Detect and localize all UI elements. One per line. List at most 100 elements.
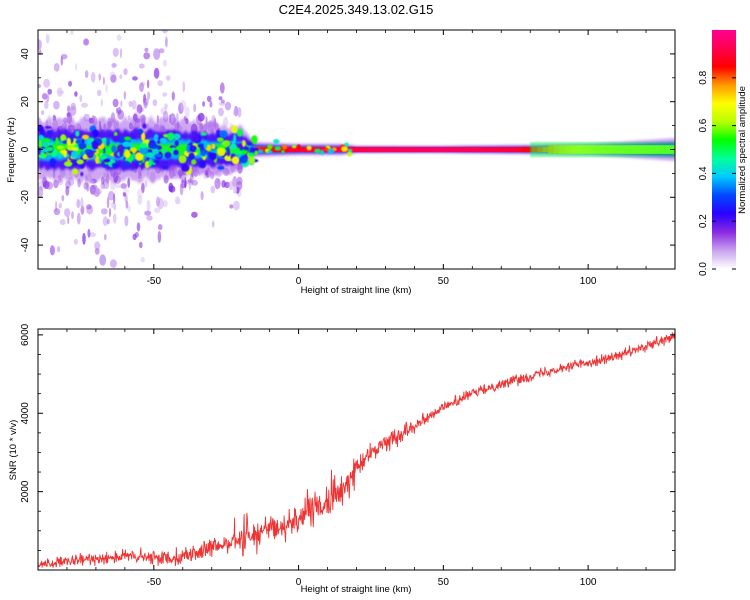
- spectrogram-noise-speck: [110, 74, 117, 83]
- spectrogram-noise-speck: [55, 200, 58, 212]
- spectrogram-carrier-segment: [310, 146, 317, 153]
- spectrogram-blob: [169, 145, 177, 149]
- spectrogram-noise-speck: [224, 101, 232, 111]
- spectrogram-x-axis-label: Height of straight line (km): [301, 285, 412, 296]
- y-tick-label: 20: [20, 96, 31, 108]
- spectrogram-blob: [112, 135, 120, 143]
- spectrogram-blob: [189, 145, 197, 153]
- spectrogram-noise-speck: [206, 95, 212, 103]
- spectrogram-blob: [347, 148, 353, 153]
- spectrogram-blob: [122, 141, 131, 148]
- colorbar-tick-label: 0.6: [698, 118, 709, 132]
- spectrogram-blob: [190, 135, 200, 143]
- y-tick-label: -20: [20, 190, 31, 205]
- spectrogram-carrier-segment: [437, 146, 444, 153]
- spectrogram-noise-speck: [47, 88, 52, 95]
- spectrogram-noise-speck: [113, 203, 117, 211]
- spectrogram-noise-speck: [202, 101, 206, 107]
- spectrogram-blob: [86, 139, 90, 147]
- spectrogram-blob: [63, 151, 67, 158]
- colorbar-tick-label: 0.8: [698, 70, 709, 84]
- spectrogram-noise-speck: [144, 210, 152, 216]
- spectrogram-noise-speck: [214, 178, 221, 190]
- colorbar-ticks: 0.0 0.2 0.4 0.6 0.8: [698, 70, 736, 276]
- spectrogram-carrier-segment: [482, 146, 489, 153]
- spectrogram-carrier-segment: [414, 146, 421, 153]
- spectrogram-noise-speck: [81, 102, 88, 108]
- spectrogram-carrier-segment: [368, 146, 375, 153]
- spectrogram-blob: [131, 135, 136, 140]
- spectrogram-blob: [153, 133, 159, 142]
- spectrogram-noise-speck: [153, 67, 160, 79]
- spectrogram-noise-speck: [87, 228, 91, 238]
- spectrogram-carrier-segment: [443, 146, 450, 153]
- spectrogram-noise-speck: [157, 80, 163, 87]
- spectrogram-blob-layer: [38, 123, 353, 177]
- spectrogram-blob: [123, 160, 131, 168]
- spectrogram-carrier-segment: [521, 146, 528, 153]
- spectrogram-noise-speck: [106, 196, 110, 209]
- spectrogram-noise-speck: [104, 233, 107, 241]
- spectrogram-blob: [42, 138, 51, 143]
- spectrogram-noise-speck: [136, 222, 141, 232]
- spectrogram-blob: [98, 155, 107, 159]
- spectrogram-noise-speck: [74, 91, 78, 97]
- spectrogram-noise-speck: [53, 179, 59, 189]
- spectrogram-noise-speck: [218, 96, 223, 101]
- spectrogram-noise-speck: [205, 116, 208, 125]
- spectrogram-noise-speck: [74, 63, 78, 71]
- spectrogram-blob: [281, 149, 285, 154]
- spectrogram-blob: [162, 166, 168, 169]
- spectrogram-blob: [139, 146, 149, 155]
- spectrogram-noise-speck: [98, 73, 101, 81]
- spectrogram-noise-speck: [157, 230, 162, 243]
- spectrogram-noise-speck: [229, 204, 234, 209]
- spectrogram-noise-speck: [45, 33, 50, 44]
- spectrogram-noise-speck: [127, 115, 131, 120]
- spectrogram-noise-speck: [93, 187, 101, 197]
- spectrogram-noise-speck: [38, 39, 42, 50]
- spectrogram-carrier-segment: [362, 146, 369, 153]
- spectrogram-noise-speck: [228, 180, 234, 191]
- spectrogram-blob: [216, 147, 226, 157]
- spectrogram-noise-speck: [191, 179, 198, 186]
- spectrogram-blob: [130, 147, 137, 154]
- spectrogram-blob: [47, 142, 55, 146]
- y-tick-label: 4000: [20, 402, 31, 425]
- spectrogram-noise-speck: [223, 116, 229, 128]
- spectrogram-blob: [235, 150, 244, 154]
- spectrogram-carrier-segment: [350, 146, 357, 153]
- spectrogram-blob: [233, 134, 237, 144]
- spectrogram-blob: [221, 140, 231, 147]
- spectrogram-noise-speck: [94, 247, 100, 255]
- spectrogram-blob: [173, 149, 179, 156]
- spectrogram-blob: [230, 143, 237, 150]
- spectrogram-carrier-segment: [344, 146, 352, 153]
- spectrogram-noise-speck: [165, 36, 168, 48]
- spectrogram-blob: [231, 125, 238, 134]
- spectrogram-noise-speck: [100, 182, 106, 190]
- y-tick-label: -40: [20, 237, 31, 252]
- spectrogram-blob: [124, 149, 131, 159]
- spectrogram-carrier-segment: [515, 146, 522, 153]
- spectrogram-blob: [124, 136, 131, 141]
- spectrogram-blob: [178, 154, 187, 164]
- spectrogram-noise-speck: [152, 99, 158, 107]
- spectrogram-noise-speck: [182, 81, 186, 93]
- spectrogram-noise-speck: [144, 47, 149, 53]
- spectrogram-noise-speck: [111, 63, 117, 68]
- spectrogram-noise-speck: [102, 216, 108, 227]
- spectrogram-blob: [265, 148, 270, 152]
- spectrogram-carrier-segment: [504, 146, 511, 153]
- spectrogram-blob: [93, 148, 100, 155]
- spectrogram-noise-speck: [175, 196, 180, 205]
- spectrogram-noise-speck: [171, 91, 175, 101]
- spectrogram-noise-speck: [115, 184, 122, 189]
- spectrogram-blob: [327, 148, 335, 154]
- spectrogram-carrier-segment: [448, 146, 455, 153]
- spectrogram-noise-speck: [142, 98, 149, 106]
- spectrogram-blob: [200, 149, 207, 157]
- spectrogram-noise-speck: [79, 94, 82, 103]
- spectrogram-blob: [60, 134, 67, 142]
- spectrogram-noise-speck: [156, 196, 160, 207]
